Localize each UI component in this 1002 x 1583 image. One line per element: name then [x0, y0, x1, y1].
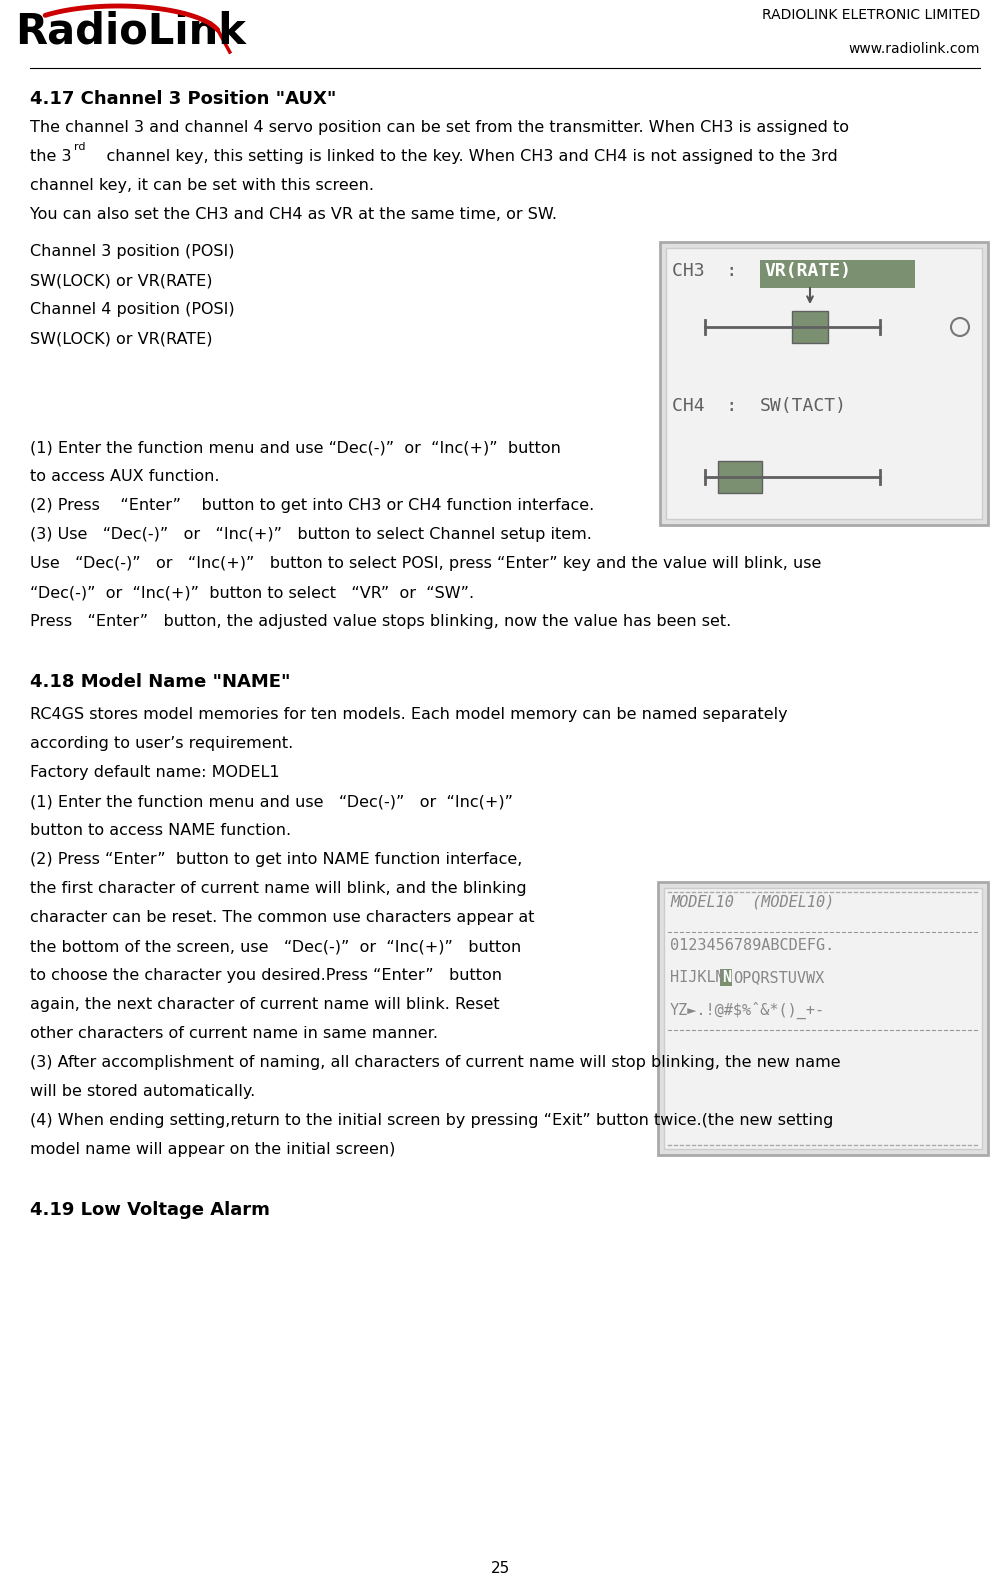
- Text: (2) Press    “Enter”    button to get into CH3 or CH4 function interface.: (2) Press “Enter” button to get into CH3…: [30, 499, 594, 513]
- Text: the bottom of the screen, use   “Dec(-)”  or  “Inc(+)”   button: the bottom of the screen, use “Dec(-)” o…: [30, 939, 521, 955]
- Bar: [658, 882, 988, 1156]
- Bar: [660, 242, 988, 526]
- Text: 4.18 Model Name "NAME": 4.18 Model Name "NAME": [30, 673, 291, 692]
- Text: (1) Enter the function menu and use   “Dec(-)”   or  “Inc(+)”: (1) Enter the function menu and use “Dec…: [30, 795, 513, 809]
- Text: 25: 25: [491, 1561, 511, 1577]
- Text: SW(LOCK) or VR(RATE): SW(LOCK) or VR(RATE): [30, 272, 212, 288]
- Text: (4) When ending setting,return to the initial screen by pressing “Exit” button t: (4) When ending setting,return to the in…: [30, 1113, 834, 1129]
- Bar: [760, 260, 915, 288]
- Text: 4.19 Low Voltage Alarm: 4.19 Low Voltage Alarm: [30, 1201, 270, 1219]
- Text: SW(LOCK) or VR(RATE): SW(LOCK) or VR(RATE): [30, 331, 212, 347]
- Text: CH4  :: CH4 :: [672, 397, 737, 415]
- Text: channel key, this setting is linked to the key. When CH3 and CH4 is not assigned: channel key, this setting is linked to t…: [86, 149, 838, 165]
- Text: (1) Enter the function menu and use “Dec(-)”  or  “Inc(+)”  button: (1) Enter the function menu and use “Dec…: [30, 440, 561, 454]
- Text: other characters of current name in same manner.: other characters of current name in same…: [30, 1026, 438, 1042]
- Text: (2) Press “Enter”  button to get into NAME function interface,: (2) Press “Enter” button to get into NAM…: [30, 852, 522, 867]
- Text: CH3  :: CH3 :: [672, 263, 737, 280]
- Text: “Dec(-)”  or  “Inc(+)”  button to select   “VR”  or  “SW”.: “Dec(-)” or “Inc(+)” button to select “V…: [30, 586, 474, 600]
- Text: rd: rd: [74, 142, 85, 152]
- Bar: [718, 461, 762, 492]
- Text: the first character of current name will blink, and the blinking: the first character of current name will…: [30, 882, 527, 896]
- Text: 4.17 Channel 3 Position "AUX": 4.17 Channel 3 Position "AUX": [30, 90, 337, 108]
- Text: YZ►.!@#$%ˆ&*()_+-: YZ►.!@#$%ˆ&*()_+-: [670, 1002, 825, 1019]
- Text: according to user’s requirement.: according to user’s requirement.: [30, 736, 294, 750]
- Text: button to access NAME function.: button to access NAME function.: [30, 823, 292, 837]
- Text: to choose the character you desired.Press “Enter”   button: to choose the character you desired.Pres…: [30, 967, 502, 983]
- Text: RADIOLINK ELETRONIC LIMITED: RADIOLINK ELETRONIC LIMITED: [762, 8, 980, 22]
- Text: Use   “Dec(-)”   or   “Inc(+)”   button to select POSI, press “Enter” key and th: Use “Dec(-)” or “Inc(+)” button to selec…: [30, 556, 822, 571]
- Bar: [664, 888, 982, 1149]
- Text: RadioLink: RadioLink: [15, 9, 245, 52]
- Text: character can be reset. The common use characters appear at: character can be reset. The common use c…: [30, 910, 534, 924]
- Text: channel key, it can be set with this screen.: channel key, it can be set with this scr…: [30, 177, 374, 193]
- Text: will be stored automatically.: will be stored automatically.: [30, 1084, 256, 1099]
- Text: You can also set the CH3 and CH4 as VR at the same time, or SW.: You can also set the CH3 and CH4 as VR a…: [30, 207, 557, 222]
- Text: (3) Use   “Dec(-)”   or   “Inc(+)”   button to select Channel setup item.: (3) Use “Dec(-)” or “Inc(+)” button to s…: [30, 527, 592, 541]
- Text: Press   “Enter”   button, the adjusted value stops blinking, now the value has b: Press “Enter” button, the adjusted value…: [30, 614, 731, 628]
- Text: www.radiolink.com: www.radiolink.com: [849, 43, 980, 55]
- Bar: [720, 969, 732, 986]
- Text: the 3: the 3: [30, 149, 71, 165]
- Text: model name will appear on the initial screen): model name will appear on the initial sc…: [30, 1141, 396, 1157]
- Text: again, the next character of current name will blink. Reset: again, the next character of current nam…: [30, 997, 500, 1012]
- Text: The channel 3 and channel 4 servo position can be set from the transmitter. When: The channel 3 and channel 4 servo positi…: [30, 120, 849, 135]
- Text: to access AUX function.: to access AUX function.: [30, 469, 219, 484]
- Bar: [792, 310, 828, 344]
- Text: MODEL10  (MODEL10): MODEL10 (MODEL10): [670, 894, 835, 909]
- Text: N: N: [722, 970, 731, 985]
- Text: RC4GS stores model memories for ten models. Each model memory can be named separ: RC4GS stores model memories for ten mode…: [30, 708, 788, 722]
- Text: 0123456789ABCDEFG.: 0123456789ABCDEFG.: [670, 939, 835, 953]
- Text: Channel 3 position (POSI): Channel 3 position (POSI): [30, 244, 234, 260]
- Text: Factory default name: MODEL1: Factory default name: MODEL1: [30, 765, 280, 780]
- Bar: [666, 249, 982, 519]
- Text: Channel 4 position (POSI): Channel 4 position (POSI): [30, 302, 234, 317]
- Text: (3) After accomplishment of naming, all characters of current name will stop bli: (3) After accomplishment of naming, all …: [30, 1054, 841, 1070]
- Text: SW(TACT): SW(TACT): [760, 397, 847, 415]
- Text: HIJKLM: HIJKLM: [670, 970, 724, 985]
- Text: VR(RATE): VR(RATE): [765, 263, 852, 280]
- Text: OPQRSTUVWX: OPQRSTUVWX: [733, 970, 825, 985]
